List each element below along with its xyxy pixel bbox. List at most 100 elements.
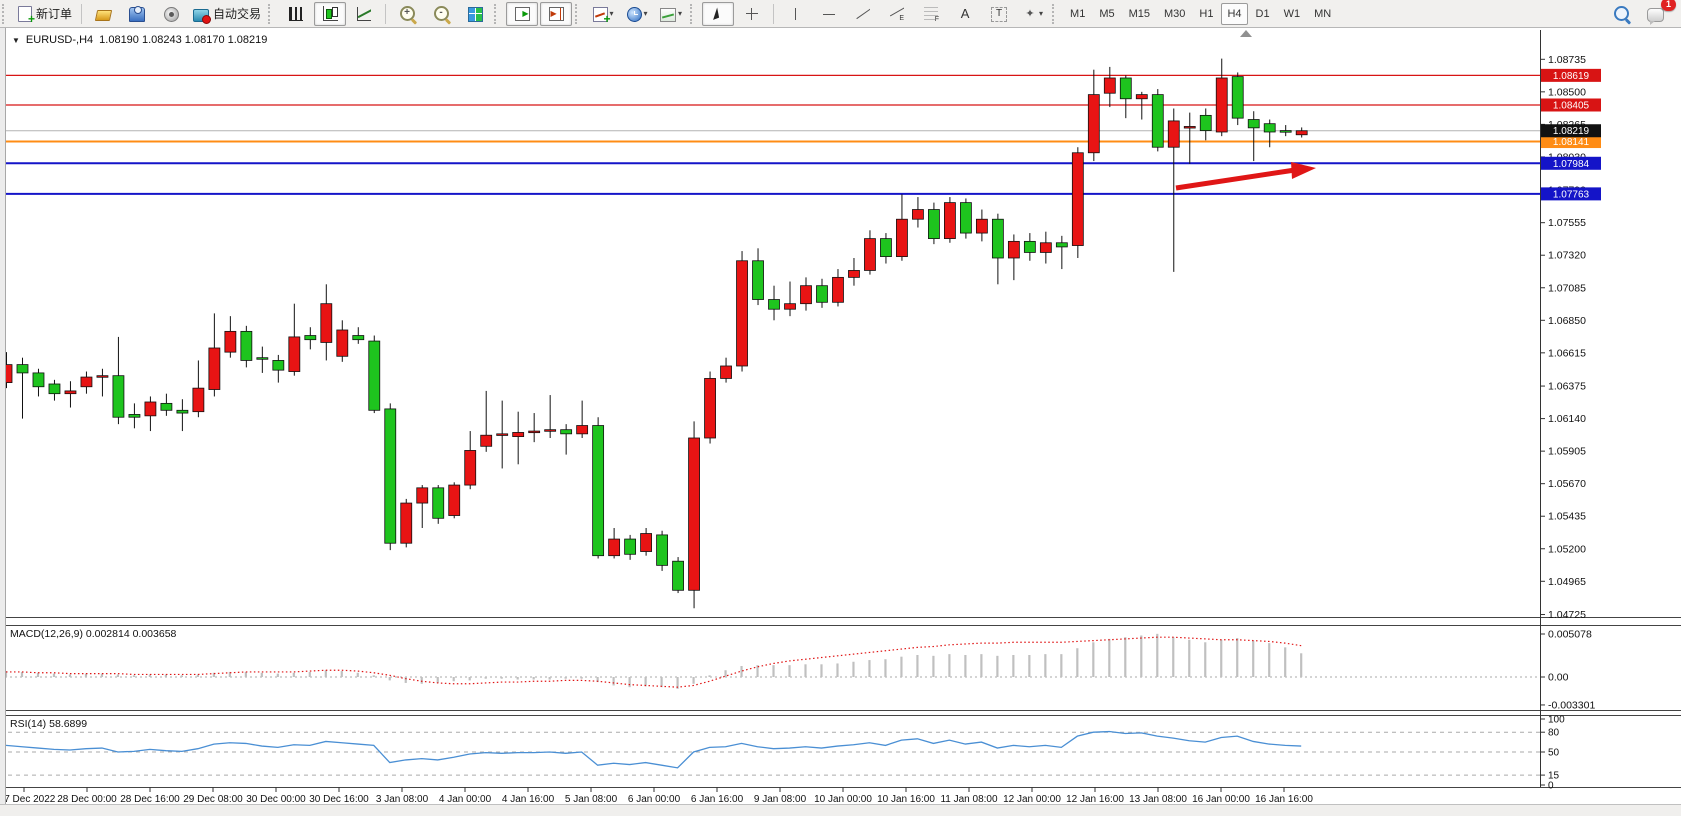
text-label-button[interactable]: T bbox=[983, 2, 1015, 26]
indicators-button[interactable]: ▾ bbox=[587, 2, 619, 26]
new-order-button[interactable]: 新订单 bbox=[14, 2, 76, 26]
line-chart-icon bbox=[357, 7, 372, 21]
tile-windows-button[interactable] bbox=[459, 2, 491, 26]
cursor-icon bbox=[711, 7, 725, 21]
bar-chart-button[interactable] bbox=[280, 2, 312, 26]
svg-text:1.06850: 1.06850 bbox=[1548, 315, 1586, 327]
search-button[interactable] bbox=[1605, 2, 1637, 26]
svg-text:11 Jan 08:00: 11 Jan 08:00 bbox=[940, 794, 998, 805]
chart-dropdown-icon[interactable]: ▼ bbox=[12, 35, 20, 45]
candlestick-chart-button[interactable] bbox=[314, 1, 347, 26]
timeframe-h4[interactable]: H4 bbox=[1221, 2, 1248, 25]
svg-text:1.04725: 1.04725 bbox=[1548, 609, 1586, 621]
chevron-down-icon: ▾ bbox=[609, 9, 614, 18]
template-icon bbox=[660, 7, 677, 22]
macd-values: 0.002814 0.003658 bbox=[85, 628, 177, 640]
notifications-button[interactable]: 1 bbox=[1639, 0, 1676, 26]
toolbar-grip[interactable] bbox=[1052, 3, 1061, 24]
fibonacci-button[interactable] bbox=[915, 2, 947, 26]
toolbar-grip[interactable] bbox=[494, 3, 503, 24]
person-icon bbox=[129, 6, 146, 22]
cursor-button[interactable] bbox=[702, 1, 735, 26]
svg-text:1.07763: 1.07763 bbox=[1553, 189, 1590, 200]
vertical-line-button[interactable] bbox=[779, 2, 811, 26]
chart-shift-button[interactable] bbox=[540, 1, 573, 26]
zoom-out-button[interactable]: - bbox=[425, 2, 457, 26]
window-bottom-strip bbox=[0, 804, 1681, 816]
gold-box-icon bbox=[94, 10, 112, 21]
text-tool-button[interactable]: A bbox=[949, 2, 981, 26]
arrows-tool-icon: ✦ bbox=[1025, 7, 1035, 20]
timeframe-mn[interactable]: MN bbox=[1314, 7, 1332, 20]
svg-text:1.05670: 1.05670 bbox=[1548, 478, 1586, 490]
arrows-tool-button[interactable]: ✦ ▾ bbox=[1017, 2, 1049, 26]
zoom-in-button[interactable]: + bbox=[391, 2, 423, 26]
svg-text:1.06615: 1.06615 bbox=[1548, 347, 1586, 359]
timeframe-h1[interactable]: H1 bbox=[1199, 7, 1214, 20]
toolbar-grip[interactable] bbox=[690, 3, 699, 24]
auto-trading-icon bbox=[193, 8, 212, 24]
zoom-in-icon: + bbox=[399, 6, 415, 21]
new-order-label: 新订单 bbox=[36, 7, 73, 21]
svg-text:1.07555: 1.07555 bbox=[1548, 217, 1586, 229]
community-button[interactable] bbox=[121, 2, 153, 26]
auto-scroll-button[interactable] bbox=[506, 1, 539, 26]
chart-window: 1.087351.085001.082651.080301.077901.075… bbox=[0, 28, 1681, 816]
macd-panel-label: MACD(12,26,9) 0.002814 0.003658 bbox=[10, 628, 176, 640]
candlestick-chart[interactable]: 1.087351.085001.082651.080301.077901.075… bbox=[0, 28, 1681, 815]
svg-text:1.06375: 1.06375 bbox=[1548, 381, 1586, 393]
svg-text:0.00: 0.00 bbox=[1548, 672, 1569, 684]
svg-text:4 Jan 00:00: 4 Jan 00:00 bbox=[439, 794, 492, 805]
timeframe-m1[interactable]: M1 bbox=[1070, 7, 1086, 20]
timeframe-m30[interactable]: M30 bbox=[1164, 7, 1186, 20]
timeframe-w1[interactable]: W1 bbox=[1283, 7, 1301, 20]
separator bbox=[773, 3, 775, 24]
svg-text:1.08219: 1.08219 bbox=[1553, 126, 1590, 137]
separator bbox=[385, 3, 387, 24]
svg-text:1.07085: 1.07085 bbox=[1548, 282, 1586, 294]
svg-text:30 Dec 16:00: 30 Dec 16:00 bbox=[309, 794, 369, 805]
trendline-button[interactable] bbox=[847, 2, 879, 26]
sounds-button[interactable] bbox=[155, 2, 187, 26]
svg-text:1.08500: 1.08500 bbox=[1548, 86, 1586, 98]
svg-text:-0.003301: -0.003301 bbox=[1548, 699, 1595, 711]
line-chart-button[interactable] bbox=[348, 2, 380, 26]
candlestick-icon bbox=[322, 6, 338, 21]
auto-trading-button[interactable]: 自动交易 bbox=[189, 2, 265, 26]
text-label-icon: T bbox=[991, 6, 1008, 22]
svg-text:6 Jan 00:00: 6 Jan 00:00 bbox=[628, 794, 681, 805]
new-order-icon bbox=[18, 5, 35, 26]
rsi-value: 58.6899 bbox=[49, 718, 88, 730]
svg-text:12 Jan 16:00: 12 Jan 16:00 bbox=[1066, 794, 1124, 805]
fibonacci-icon bbox=[924, 6, 940, 23]
timeframe-m15[interactable]: M15 bbox=[1128, 7, 1150, 20]
svg-text:1.07984: 1.07984 bbox=[1553, 159, 1590, 170]
zoom-out-icon: - bbox=[433, 6, 449, 21]
channel-button[interactable] bbox=[881, 2, 913, 26]
templates-button[interactable]: ▾ bbox=[655, 2, 687, 26]
notification-badge: 1 bbox=[1661, 0, 1676, 11]
chart-title[interactable]: ▼ EURUSD-,H4 1.08190 1.08243 1.08170 1.0… bbox=[12, 34, 267, 46]
svg-text:16 Jan 00:00: 16 Jan 00:00 bbox=[1192, 794, 1250, 805]
toolbar-grip[interactable] bbox=[2, 3, 11, 24]
svg-text:10 Jan 00:00: 10 Jan 00:00 bbox=[814, 794, 872, 805]
rsi-label: RSI(14) bbox=[10, 718, 47, 730]
timeframe-m5[interactable]: M5 bbox=[1099, 7, 1115, 20]
svg-text:10 Jan 16:00: 10 Jan 16:00 bbox=[877, 794, 935, 805]
svg-text:1.04965: 1.04965 bbox=[1548, 576, 1586, 588]
timeframe-group: M1 M5 M15 M30 H1 H4 D1 W1 MN bbox=[1063, 2, 1338, 25]
svg-text:1.08735: 1.08735 bbox=[1548, 54, 1586, 66]
svg-text:1.06140: 1.06140 bbox=[1548, 413, 1586, 425]
svg-text:9 Jan 08:00: 9 Jan 08:00 bbox=[754, 794, 807, 805]
crosshair-icon bbox=[745, 7, 759, 21]
timeframe-d1[interactable]: D1 bbox=[1255, 7, 1270, 20]
periods-button[interactable]: ▾ bbox=[621, 2, 653, 26]
svg-text:80: 80 bbox=[1548, 728, 1560, 739]
svg-text:1.07320: 1.07320 bbox=[1548, 250, 1586, 262]
crosshair-button[interactable] bbox=[736, 2, 768, 26]
toolbar-grip[interactable] bbox=[575, 3, 584, 24]
market-button[interactable] bbox=[87, 2, 119, 26]
horizontal-line-button[interactable] bbox=[813, 2, 845, 26]
svg-text:29 Dec 08:00: 29 Dec 08:00 bbox=[183, 794, 243, 805]
toolbar-grip[interactable] bbox=[268, 3, 277, 24]
